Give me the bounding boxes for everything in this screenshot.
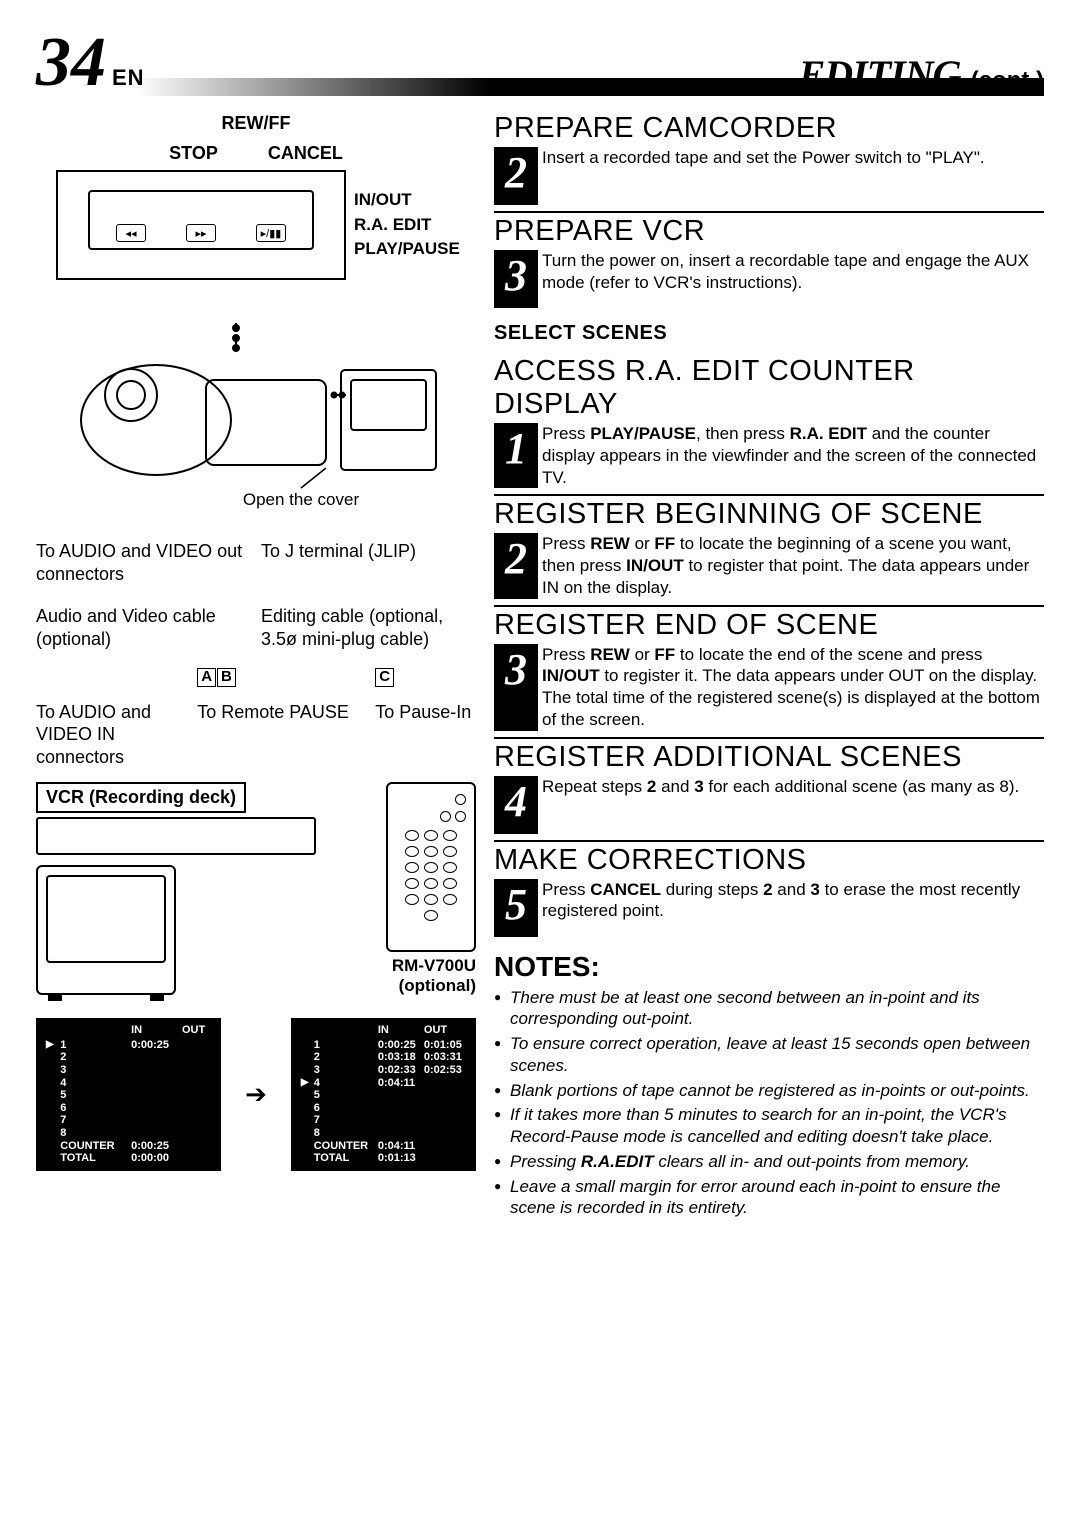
step-text: Press CANCEL during steps 2 and 3 to era… [542, 879, 1044, 937]
note-item: If it takes more than 5 minutes to searc… [494, 1104, 1044, 1148]
step-number: 2 [494, 533, 538, 598]
select-scenes-heading: SELECT SCENES [494, 322, 1044, 345]
note-item: To ensure correct operation, leave at le… [494, 1033, 1044, 1077]
step: REGISTER BEGINNING OF SCENE 2 Press REW … [494, 494, 1044, 598]
rm-optional-label: (optional) [366, 976, 476, 996]
step: ACCESS R.A. EDIT COUNTER DISPLAY 1 Press… [494, 353, 1044, 488]
step-number: 2 [494, 147, 538, 205]
j-terminal-label: To J terminal (JLIP) [261, 540, 476, 585]
editing-cable-label: Editing cable (optional, 3.5ø mini-plug … [261, 605, 476, 650]
step-title: REGISTER END OF SCENE [494, 609, 1044, 642]
open-cover-label: Open the cover [243, 490, 360, 509]
raedit-label: R.A. EDIT [354, 213, 460, 238]
instructions-column: PREPARE CAMCORDER 2 Insert a recorded ta… [494, 110, 1044, 1222]
notes-list: There must be at least one second betwee… [494, 987, 1044, 1220]
step: PREPARE VCR 3 Turn the power on, insert … [494, 211, 1044, 308]
step-text: Turn the power on, insert a recordable t… [542, 250, 1044, 308]
av-cable-label: Audio and Video cable (optional) [36, 605, 251, 650]
playpause-icon: ▸/▮▮ [256, 224, 286, 242]
step-title: MAKE CORRECTIONS [494, 844, 1044, 877]
step-number: 1 [494, 423, 538, 488]
notes-heading: NOTES: [494, 951, 1044, 983]
remote-top-label: REW/FF [36, 110, 476, 137]
step-text: Repeat steps 2 and 3 for each additional… [542, 776, 1019, 834]
diagram-column: REW/FF STOP CANCEL ◂◂ ▸▸ ▸/▮▮ IN/OUT R.A… [36, 110, 476, 1222]
note-item: Pressing R.A.EDIT clears all in- and out… [494, 1151, 1044, 1173]
pause-in-label: To Pause-In [375, 701, 476, 769]
step-title: PREPARE VCR [494, 215, 1044, 248]
page-number: 34 [36, 28, 106, 98]
step-text: Press REW or FF to locate the end of the… [542, 644, 1044, 731]
section-title: EDITING [799, 52, 961, 97]
remote-side-labels: IN/OUT R.A. EDIT PLAY/PAUSE [354, 188, 460, 262]
camcorder-illustration: Open the cover [36, 300, 476, 520]
audio-video-in-label: To AUDIO and VIDEO IN connectors [36, 701, 187, 769]
remote-led-icon [455, 794, 466, 805]
step-title: REGISTER BEGINNING OF SCENE [494, 498, 1044, 531]
remote-row-labels: STOP CANCEL [36, 143, 476, 164]
letter-a: A [197, 668, 216, 687]
counter-displays: INOUT▶10:00:252345678COUNTER0:00:25TOTAL… [36, 1018, 476, 1171]
step-number: 3 [494, 250, 538, 308]
section-cont: (cont.) [971, 67, 1044, 94]
tv-illustration [36, 865, 176, 995]
note-item: Blank portions of tape cannot be registe… [494, 1080, 1044, 1102]
step-number: 5 [494, 879, 538, 937]
counter-box-right: INOUT10:00:250:01:0520:03:180:03:3130:02… [291, 1018, 476, 1171]
letter-b: B [217, 668, 236, 687]
playpause-label: PLAY/PAUSE [354, 237, 460, 262]
remote-pause-label: To Remote PAUSE [197, 701, 365, 769]
vcr-label: VCR (Recording deck) [36, 782, 246, 813]
step-title: ACCESS R.A. EDIT COUNTER DISPLAY [494, 355, 1044, 421]
letter-c: C [375, 668, 394, 687]
step: MAKE CORRECTIONS 5 Press CANCEL during s… [494, 840, 1044, 937]
stop-label: STOP [169, 143, 218, 164]
note-item: There must be at least one second betwee… [494, 987, 1044, 1031]
manual-page: 34 EN EDITING (cont.) REW/FF STOP CANCEL… [0, 0, 1080, 1250]
rm-remote-illustration [386, 782, 476, 952]
remote-illustration: ◂◂ ▸▸ ▸/▮▮ [56, 170, 346, 280]
page-header: 34 EN EDITING (cont.) [36, 28, 1044, 98]
vcr-illustration [36, 817, 316, 855]
step-text: Insert a recorded tape and set the Power… [542, 147, 985, 205]
note-item: Leave a small margin for error around ea… [494, 1176, 1044, 1220]
step-text: Press PLAY/PAUSE, then press R.A. EDIT a… [542, 423, 1044, 488]
cancel-label: CANCEL [268, 143, 343, 164]
step-title: PREPARE CAMCORDER [494, 112, 1044, 145]
step-number: 4 [494, 776, 538, 834]
step-text: Press REW or FF to locate the beginning … [542, 533, 1044, 598]
inout-label: IN/OUT [354, 188, 460, 213]
language-code: EN [112, 65, 145, 91]
arrow-icon: ➔ [245, 1079, 267, 1110]
step-title: REGISTER ADDITIONAL SCENES [494, 741, 1044, 774]
step-number: 3 [494, 644, 538, 731]
ff-icon: ▸▸ [186, 224, 216, 242]
step: PREPARE CAMCORDER 2 Insert a recorded ta… [494, 110, 1044, 205]
rm-model-label: RM-V700U [366, 956, 476, 976]
audio-video-out-label: To AUDIO and VIDEO out connectors [36, 540, 251, 585]
step: REGISTER END OF SCENE 3 Press REW or FF … [494, 605, 1044, 731]
rew-icon: ◂◂ [116, 224, 146, 242]
counter-box-left: INOUT▶10:00:252345678COUNTER0:00:25TOTAL… [36, 1018, 221, 1171]
step: REGISTER ADDITIONAL SCENES 4 Repeat step… [494, 737, 1044, 834]
